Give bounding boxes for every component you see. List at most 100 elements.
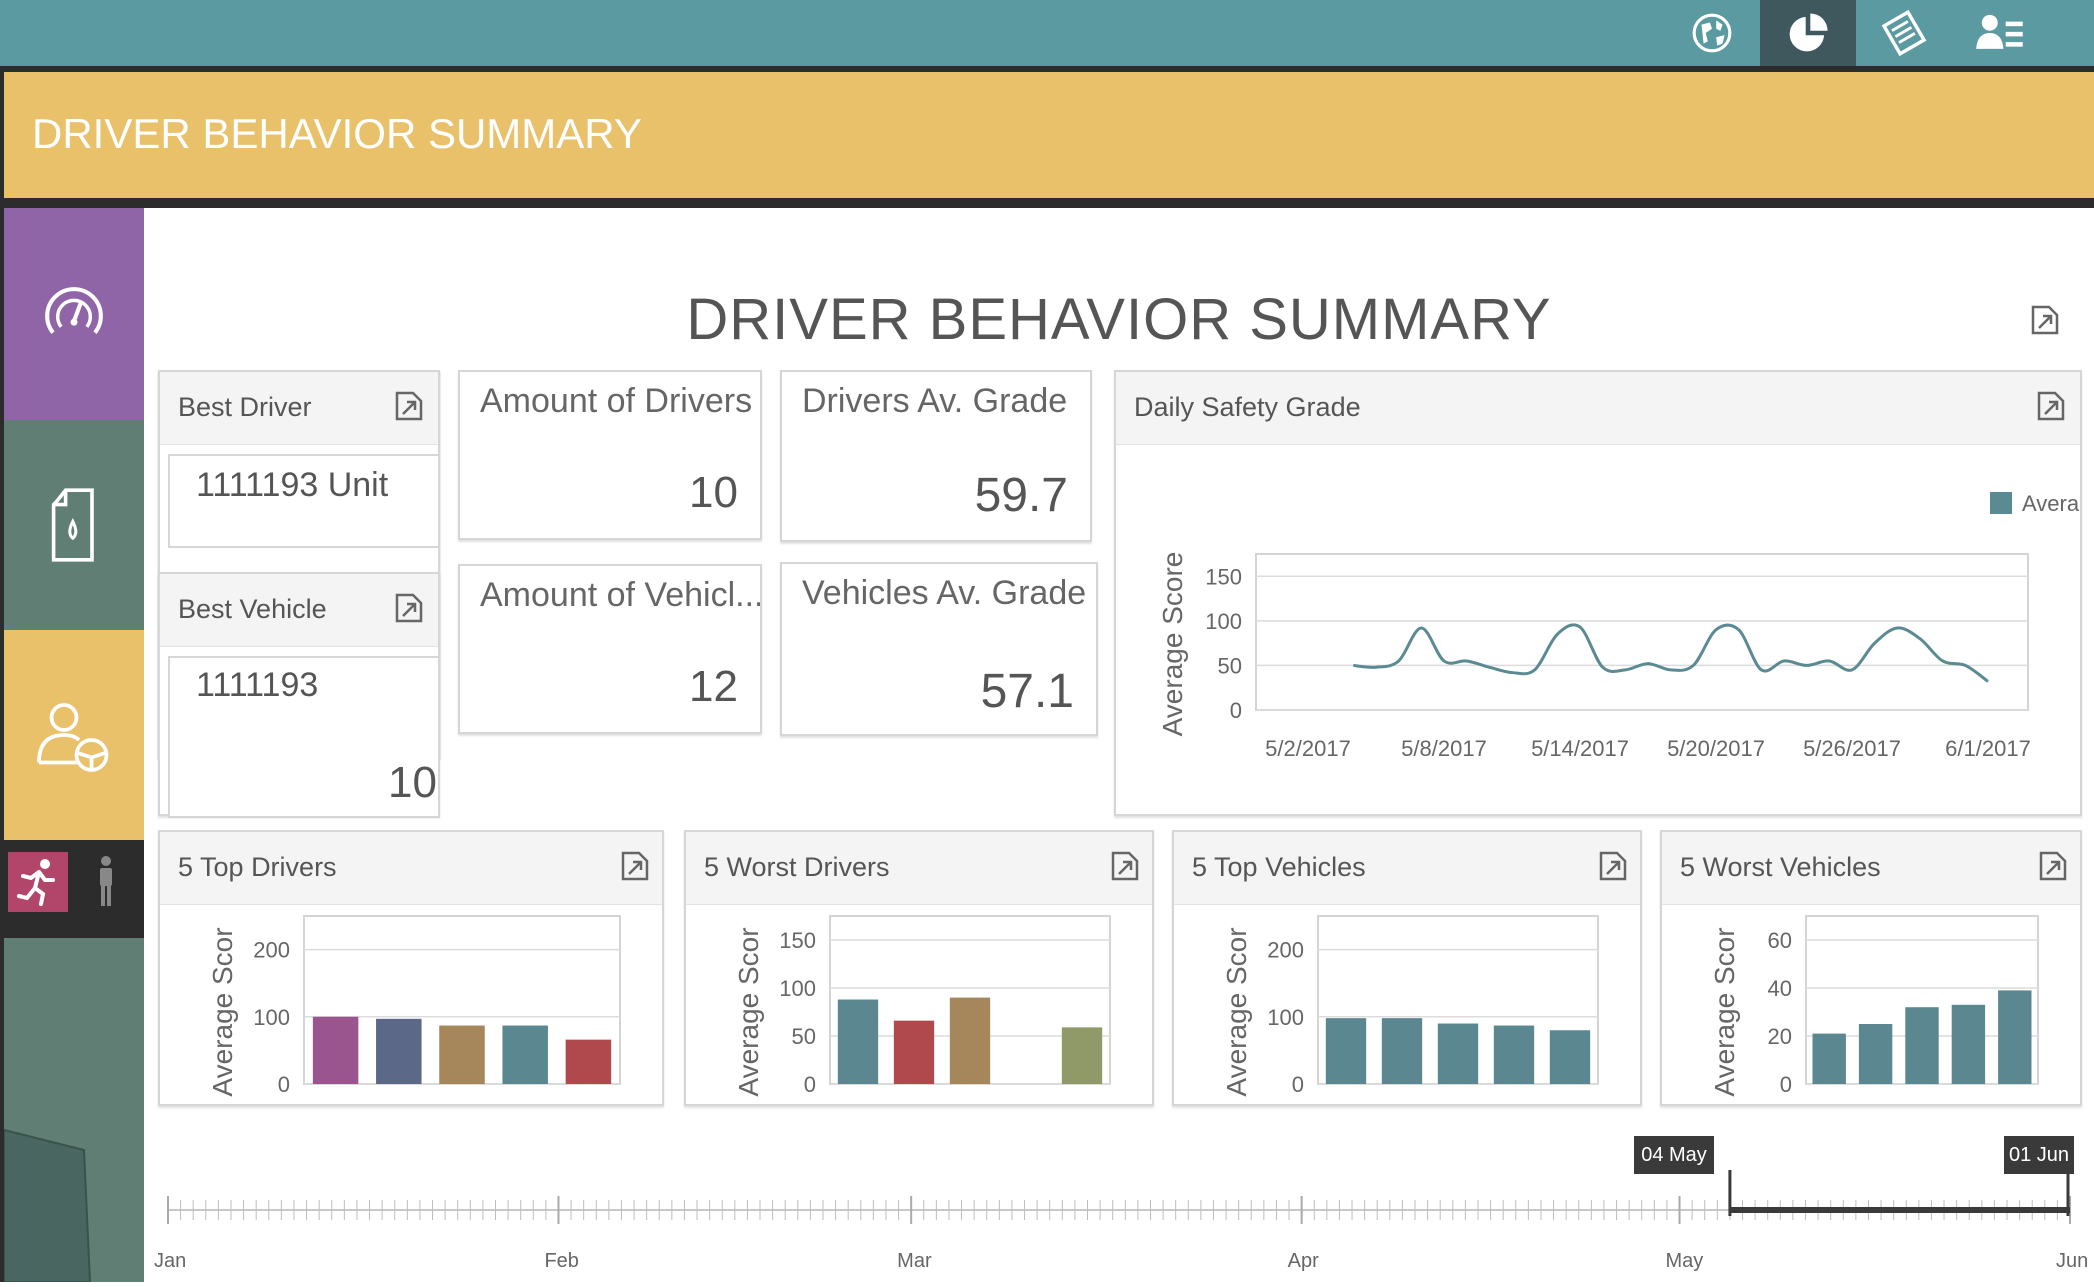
worst-drivers-title: 5 Worst Drivers [704, 852, 890, 882]
user-list-icon[interactable] [1952, 0, 2048, 66]
y-tick-label: 0 [1292, 1072, 1304, 1097]
worst-vehicles-export-icon[interactable] [2038, 850, 2068, 882]
banner-divider [0, 198, 2094, 208]
bar [1905, 1007, 1939, 1084]
bar [1061, 1027, 1103, 1084]
x-tick-label: 5/26/2017 [1803, 736, 1901, 761]
plot-area [1255, 553, 2029, 711]
globe-icon[interactable] [1664, 0, 1760, 66]
worst-drivers-header: 5 Worst Drivers [686, 832, 1152, 905]
bar [1812, 1033, 1846, 1084]
tab-running-person[interactable] [8, 852, 68, 912]
y-tick-label: 0 [1780, 1072, 1792, 1097]
bar [837, 999, 879, 1084]
worst-vehicles-chart: 0 20 40 60 Average Scor [1709, 915, 2039, 1097]
best-driver-export-icon[interactable] [394, 390, 424, 422]
kpi-amount-vehicles: Amount of Vehicl... 12 [458, 564, 762, 734]
best-driver-title: Best Driver [178, 392, 312, 422]
timeline-month-label: Jun [2056, 1250, 2089, 1272]
banner-title: DRIVER BEHAVIOR SUMMARY [32, 110, 642, 157]
bar [502, 1025, 548, 1084]
y-tick-label: 200 [1267, 938, 1304, 963]
worst-drivers-export-icon[interactable] [1110, 850, 1140, 882]
worst-vehicles-title: 5 Worst Vehicles [1680, 852, 1881, 882]
kpi-value: 59.7 [974, 469, 1068, 522]
timeline-range-selector[interactable] [154, 1130, 2094, 1270]
sidebar-item-driver[interactable] [4, 630, 144, 840]
running-person-icon [17, 859, 55, 906]
timeline-month-label: Feb [544, 1250, 579, 1272]
y-tick-label: 100 [253, 1005, 290, 1030]
bar [439, 1025, 485, 1084]
y-axis-label: Average Scor [1709, 927, 1740, 1096]
y-tick-label: 100 [1205, 609, 1242, 634]
top-drivers-chart: 0 100 200 Average Scor [207, 915, 621, 1097]
daily-safety-export-icon[interactable] [2036, 390, 2066, 422]
timeline-month-label: Jan [154, 1250, 187, 1272]
x-tick-label: 5/14/2017 [1531, 736, 1629, 761]
y-tick-label: 0 [1230, 698, 1242, 723]
standing-person-icon [100, 856, 112, 906]
daily-safety-header: Daily Safety Grade [1116, 372, 2080, 445]
y-axis-label: Average Score [1157, 552, 1188, 737]
main-content: DRIVER BEHAVIOR SUMMARY Best Driver Best… [144, 208, 2094, 1282]
left-frame [0, 72, 4, 1282]
top-drivers-header: 5 Top Drivers [160, 832, 662, 905]
best-driver-header: Best Driver [160, 372, 438, 445]
kpi-title: Amount of Vehicl... [480, 576, 762, 614]
sidebar-item-fuel[interactable] [4, 420, 144, 630]
fuel-can-icon [51, 488, 94, 562]
best-vehicle-value-box: 1111193 100 [168, 656, 440, 818]
worst-vehicles-header: 5 Worst Vehicles [1662, 832, 2080, 905]
bar [1437, 1023, 1479, 1084]
kpi-amount-drivers: Amount of Drivers 10 [458, 370, 762, 540]
pie-chart-icon[interactable] [1760, 0, 1856, 66]
range-start-label[interactable]: 04 May [1634, 1136, 1714, 1174]
y-axis-label: Average Scor [1221, 927, 1252, 1096]
worst-drivers-chart: 0 50 100 150 Average Scor [733, 915, 1111, 1097]
worst-vehicles-panel: 5 Worst Vehicles 0 20 40 60 Average Scor [1660, 830, 2082, 1106]
sidebar-item-speedometer[interactable] [4, 208, 144, 420]
top-drivers-title: 5 Top Drivers [178, 852, 337, 882]
kpi-vehicles-grade: Vehicles Av. Grade 57.1 [780, 562, 1098, 736]
range-end-label[interactable]: 01 Jun [2004, 1136, 2074, 1174]
legend-label: Average Score [2022, 491, 2080, 516]
page-banner: DRIVER BEHAVIOR SUMMARY [4, 72, 2094, 198]
tab-standing-person[interactable] [74, 852, 138, 912]
export-icon[interactable] [2030, 304, 2060, 336]
top-vehicles-export-icon[interactable] [1598, 850, 1628, 882]
best-vehicle-card: Best Vehicle 1111193 100 [158, 572, 440, 818]
kpi-value: 57.1 [980, 665, 1074, 718]
sidebar-tabs [4, 846, 144, 938]
daily-safety-title: Daily Safety Grade [1134, 392, 1361, 422]
best-driver-value: 1111193 Unit [196, 466, 389, 504]
daily-safety-panel: Daily Safety Grade 0 50 100 150 Average Scor… [1114, 370, 2082, 816]
kpi-title: Vehicles Av. Grade [802, 574, 1087, 612]
kpi-value: 10 [689, 468, 738, 517]
bar [893, 1020, 935, 1084]
sidebar-decoration [3, 1128, 94, 1283]
bar [565, 1039, 612, 1084]
top-vehicles-panel: 5 Top Vehicles 0 100 200 Average Scor [1172, 830, 1642, 1106]
y-tick-label: 0 [278, 1072, 290, 1097]
top-drivers-export-icon[interactable] [620, 850, 650, 882]
y-tick-label: 50 [1218, 653, 1242, 678]
report-icon[interactable] [1856, 0, 1952, 66]
top-vehicles-chart: 0 100 200 Average Scor [1221, 915, 1599, 1097]
worst-drivers-panel: 5 Worst Drivers 0 50 100 150 Average Scor [684, 830, 1154, 1106]
bar [1325, 1018, 1367, 1084]
y-axis-label: Average Scor [733, 927, 764, 1096]
timeline-month-label: Apr [1287, 1250, 1319, 1272]
x-tick-label: 5/2/2017 [1265, 736, 1351, 761]
kpi-value: 12 [689, 662, 738, 711]
top-bar [0, 0, 2094, 72]
bar [1951, 1004, 1986, 1084]
x-tick-label: 5/8/2017 [1401, 736, 1487, 761]
y-tick-label: 40 [1768, 976, 1792, 1001]
y-tick-label: 100 [779, 976, 816, 1001]
y-tick-label: 20 [1768, 1024, 1792, 1049]
best-vehicle-export-icon[interactable] [394, 592, 424, 624]
bar [949, 997, 991, 1084]
kpi-title: Amount of Drivers [480, 382, 753, 420]
kpi-drivers-grade: Drivers Av. Grade 59.7 [780, 370, 1092, 542]
